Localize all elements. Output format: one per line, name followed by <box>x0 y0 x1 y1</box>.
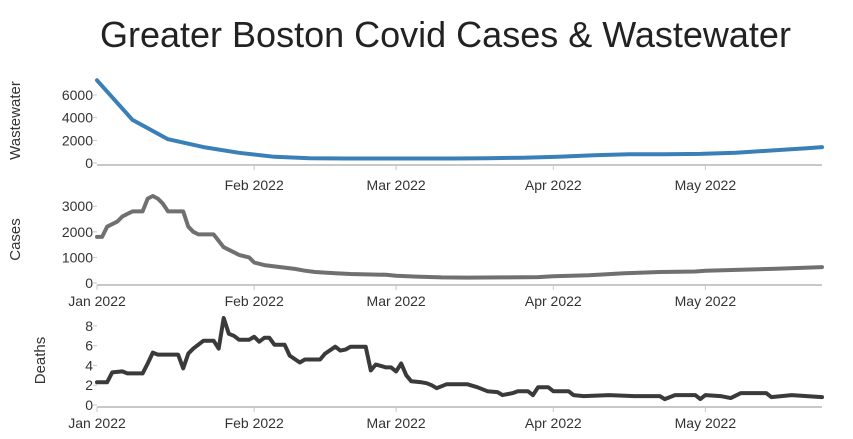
cases-series-line <box>95 194 824 280</box>
deaths-x-tick-label: Jan 2022 <box>68 415 126 431</box>
cases-y-tick-label: 0 <box>85 275 93 291</box>
deaths-x-tick-label: Feb 2022 <box>225 415 284 431</box>
cases-x-tick-label: Jan 2022 <box>68 293 126 309</box>
wastewater-y-tick-label: 4000 <box>62 110 93 126</box>
deaths-y-tick-label: 2 <box>85 377 93 393</box>
cases-y-tick-label: 3000 <box>62 198 93 214</box>
deaths-x-tick-label: Apr 2022 <box>525 415 582 431</box>
deaths-y-axis-label: Deaths <box>32 337 49 385</box>
cases-x-tick-label: Mar 2022 <box>367 293 426 309</box>
wastewater-x-tick-label: Feb 2022 <box>225 177 284 193</box>
wastewater-panel: 0 2000 4000 6000 Feb 2022 Mar 2022 Apr 2022 May… <box>7 78 824 193</box>
cases-panel: 0 1000 2000 3000 Jan 2022 Feb 2022 Mar 2022 Apr… <box>7 194 824 309</box>
deaths-x-tick-label: Mar 2022 <box>367 415 426 431</box>
cases-x-tick-label: May 2022 <box>675 293 737 309</box>
wastewater-y-axis-label: Wastewater <box>7 81 24 160</box>
cases-y-tick-label: 1000 <box>62 249 93 265</box>
deaths-y-tick-label: 0 <box>85 397 93 413</box>
wastewater-x-tick-label: Apr 2022 <box>525 177 582 193</box>
wastewater-y-tick-label: 6000 <box>62 87 93 103</box>
wastewater-y-tick-label: 0 <box>85 155 93 171</box>
cases-x-tick-label: Feb 2022 <box>225 293 284 309</box>
cases-y-axis-label: Cases <box>7 218 24 261</box>
deaths-x-tick-label: May 2022 <box>675 415 737 431</box>
deaths-y-tick-label: 8 <box>85 318 93 334</box>
deaths-y-tick-label: 4 <box>85 357 93 373</box>
cases-y-tick-label: 2000 <box>62 224 93 240</box>
cases-x-tick-label: Apr 2022 <box>525 293 582 309</box>
deaths-panel: 0 2 4 6 8 Jan 2022 Feb 2022 Mar 2022 Apr 2022 May… <box>32 316 824 431</box>
chart-title: Greater Boston Covid Cases & Wastewater <box>100 14 791 55</box>
wastewater-x-tick-label: May 2022 <box>675 177 737 193</box>
deaths-y-tick-label: 6 <box>85 338 93 354</box>
deaths-series-line <box>95 316 824 402</box>
wastewater-y-tick-label: 2000 <box>62 132 93 148</box>
wastewater-series-line <box>95 78 824 161</box>
wastewater-x-tick-label: Mar 2022 <box>367 177 426 193</box>
